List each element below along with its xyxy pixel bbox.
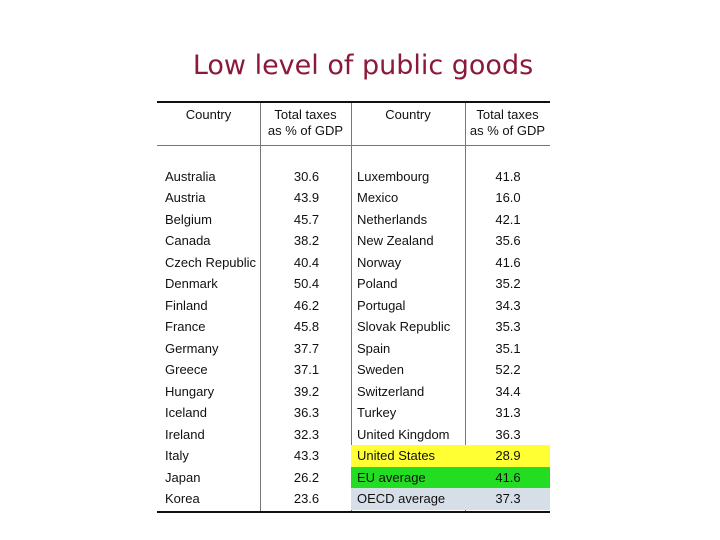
tax-value: 41.6 [495,254,521,270]
header-taxes-line1: Total taxes [476,107,539,122]
tax-table: Country Total taxes as % of GDP Country … [157,101,550,513]
tax-value: 35.6 [495,233,521,248]
country-name: Netherlands [357,211,428,227]
tax-value: 35.3 [495,319,521,334]
tax-value: 36.3 [495,426,521,442]
country-name: Norway [357,254,402,270]
row-highlight [351,466,550,488]
country-name: France [165,319,206,334]
tax-value: 46.2 [293,297,320,313]
column-divider [260,103,261,511]
country-name: Italy [165,448,189,463]
country-name: Japan [165,469,201,485]
header-taxes-left: Total taxes as % of GDP [260,107,351,139]
tax-value: 36.3 [293,405,320,420]
country-name: Australia [165,168,216,184]
country-name: Switzerland [357,383,425,399]
country-name: Belgium [165,211,212,227]
country-name: United States [357,448,436,463]
column-divider [351,103,352,511]
tax-value: 28.9 [495,448,521,463]
country-name: Canada [165,233,211,248]
country-name: Czech Republic [165,254,257,270]
tax-value: 42.1 [495,211,521,227]
country-name: Denmark [165,276,218,291]
tax-value: 40.4 [293,254,320,270]
tax-value: 37.7 [293,340,320,356]
country-name: Hungary [165,383,215,399]
tax-value: 23.6 [293,491,320,506]
country-name: Poland [357,276,398,291]
header-rule [157,145,550,146]
header-country-left: Country [185,107,232,122]
country-name: Slovak Republic [357,319,451,334]
tax-value: 30.6 [293,168,320,184]
country-name: OECD average [357,491,446,506]
tax-value: 32.3 [293,426,320,442]
tax-value: 45.8 [293,319,320,334]
row-highlight [351,488,550,510]
country-name: Portugal [357,297,406,313]
tax-value: 43.3 [293,448,320,463]
row-highlight [351,445,550,467]
tax-value: 16.0 [495,190,521,205]
country-name: Iceland [165,405,207,420]
tax-value: 34.3 [495,297,521,313]
country-name: Sweden [357,362,404,377]
tax-value: 37.1 [293,362,320,377]
tax-value: 45.7 [293,211,320,227]
header-taxes-line1: Total taxes [274,107,337,122]
tax-value: 50.4 [293,276,320,291]
country-name: Germany [165,340,219,356]
country-name: Turkey [357,405,397,420]
tax-value: 37.3 [495,491,521,506]
tax-value: 35.1 [495,340,521,356]
header-taxes-line2: as % of GDP [469,123,546,138]
country-name: Mexico [357,190,399,205]
tax-value: 34.4 [495,383,521,399]
tax-value: 35.2 [495,276,521,291]
header-country-right: Country [385,107,431,122]
tax-value: 38.2 [293,233,320,248]
page-title: Low level of public goods [192,50,534,81]
country-name: New Zealand [357,233,434,248]
tax-value: 31.3 [495,405,521,420]
tax-value: 43.9 [293,190,320,205]
column-divider [465,103,466,511]
country-name: Ireland [165,426,205,442]
header-taxes-line2: as % of GDP [267,123,344,138]
country-name: United Kingdom [357,426,450,442]
country-name: Luxembourg [357,168,430,184]
country-name: Korea [165,491,200,506]
header-taxes-right: Total taxes as % of GDP [465,107,550,139]
country-name: Spain [357,340,391,356]
tax-value: 52.2 [495,362,521,377]
tax-value: 26.2 [293,469,320,485]
country-name: Austria [165,190,206,205]
country-name: EU average [357,469,426,485]
country-name: Greece [165,362,208,377]
tax-value: 39.2 [293,383,320,399]
tax-value: 41.8 [495,168,521,184]
tax-value: 41.6 [495,469,521,485]
country-name: Finland [165,297,208,313]
